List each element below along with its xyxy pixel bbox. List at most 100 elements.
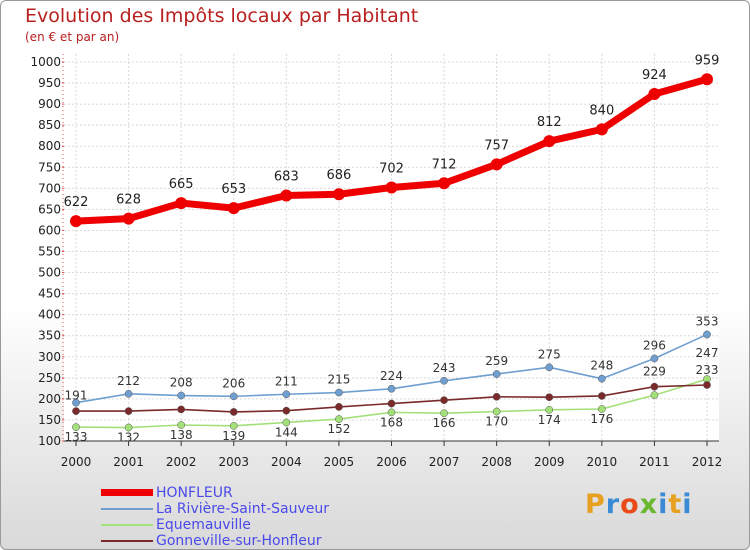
y-tick-label: 100 bbox=[38, 434, 61, 448]
chart-title: Evolution des Impôts locaux par Habitant bbox=[25, 5, 419, 27]
data-label: 924 bbox=[642, 68, 667, 83]
data-label: 206 bbox=[222, 376, 245, 390]
x-tick-label: 2007 bbox=[429, 455, 460, 469]
y-tick-label: 850 bbox=[38, 118, 61, 132]
y-tick-label: 350 bbox=[38, 329, 61, 343]
data-point bbox=[545, 393, 554, 402]
data-label: 208 bbox=[170, 376, 193, 390]
logo-letter: i bbox=[682, 489, 693, 520]
data-label: 215 bbox=[327, 373, 350, 387]
x-tick-label: 2012 bbox=[692, 455, 723, 469]
legend-label: La Rivière-Saint-Sauveur bbox=[156, 501, 329, 517]
data-point bbox=[387, 408, 396, 417]
data-point bbox=[387, 384, 396, 393]
data-point bbox=[387, 399, 396, 408]
data-label: 622 bbox=[64, 195, 89, 210]
data-label: 686 bbox=[327, 168, 352, 183]
x-tick-label: 2001 bbox=[113, 455, 144, 469]
y-tick-label: 950 bbox=[38, 76, 61, 90]
x-tick-label: 2011 bbox=[639, 455, 670, 469]
data-point bbox=[282, 406, 291, 415]
legend-swatch bbox=[101, 489, 153, 496]
proxiti-logo: Proxiti bbox=[585, 489, 693, 520]
data-point bbox=[72, 398, 80, 407]
data-label: 712 bbox=[432, 157, 457, 172]
logo-letter: o bbox=[620, 489, 640, 520]
logo-letter: P bbox=[585, 489, 606, 520]
data-point bbox=[177, 391, 186, 400]
data-label: 233 bbox=[696, 363, 719, 377]
data-label: 757 bbox=[484, 138, 509, 153]
x-tick-label: 2008 bbox=[481, 455, 512, 469]
data-point bbox=[650, 382, 659, 391]
data-point bbox=[335, 415, 343, 423]
data-point bbox=[440, 396, 448, 405]
x-tick-label: 2002 bbox=[166, 455, 197, 469]
logo-letter: i bbox=[658, 489, 669, 520]
data-point bbox=[385, 181, 398, 194]
x-tick-label: 2006 bbox=[376, 455, 407, 469]
logo-letter: x bbox=[639, 489, 659, 520]
data-point bbox=[124, 407, 133, 415]
data-point bbox=[282, 418, 291, 427]
y-tick-label: 500 bbox=[38, 266, 61, 280]
data-point bbox=[175, 197, 188, 210]
data-label: 224 bbox=[380, 369, 403, 383]
data-label: 353 bbox=[696, 314, 719, 328]
data-label: 653 bbox=[221, 182, 246, 197]
y-tick-label: 700 bbox=[38, 181, 61, 195]
data-point bbox=[703, 330, 711, 339]
data-point bbox=[227, 202, 240, 215]
legend-label: Gonneville-sur-Honfleur bbox=[156, 533, 322, 549]
data-point bbox=[332, 188, 345, 201]
data-label: 702 bbox=[379, 161, 404, 176]
data-label: 168 bbox=[380, 415, 403, 429]
data-point bbox=[650, 391, 659, 399]
logo-letter: t bbox=[668, 489, 683, 520]
y-tick-label: 200 bbox=[38, 392, 61, 406]
x-tick-label: 2003 bbox=[218, 455, 249, 469]
data-label: 166 bbox=[433, 416, 456, 430]
y-tick-label: 800 bbox=[38, 139, 61, 153]
data-label: 174 bbox=[538, 413, 561, 427]
data-label: 139 bbox=[222, 429, 245, 443]
data-point bbox=[545, 363, 554, 372]
y-tick-label: 250 bbox=[38, 371, 61, 385]
data-point bbox=[335, 403, 343, 411]
data-label: 133 bbox=[65, 430, 88, 444]
x-tick-label: 2005 bbox=[324, 455, 355, 469]
data-label: 247 bbox=[696, 346, 719, 360]
y-tick-label: 650 bbox=[38, 202, 61, 216]
data-point bbox=[438, 177, 451, 190]
data-point bbox=[545, 405, 554, 414]
legend-swatch bbox=[101, 540, 153, 542]
data-label: 296 bbox=[643, 338, 666, 352]
x-tick-label: 2000 bbox=[61, 455, 92, 469]
x-tick-label: 2009 bbox=[534, 455, 565, 469]
data-label: 191 bbox=[65, 389, 88, 403]
data-point bbox=[703, 381, 711, 389]
data-label: 229 bbox=[643, 365, 666, 379]
legend-swatch bbox=[101, 524, 153, 526]
data-label: 628 bbox=[116, 193, 141, 208]
data-label: 212 bbox=[117, 374, 140, 388]
data-point bbox=[492, 392, 501, 401]
data-point bbox=[72, 423, 80, 431]
data-point bbox=[597, 405, 606, 413]
data-point bbox=[595, 123, 608, 136]
data-point bbox=[440, 409, 448, 418]
y-tick-label: 750 bbox=[38, 160, 61, 174]
data-point bbox=[335, 388, 343, 397]
data-point bbox=[280, 189, 293, 202]
data-point bbox=[124, 423, 133, 432]
y-tick-label: 600 bbox=[38, 223, 61, 237]
legend-label: HONFLEUR bbox=[156, 485, 233, 501]
data-label: 138 bbox=[170, 428, 193, 442]
data-label: 959 bbox=[695, 53, 720, 68]
data-point bbox=[490, 158, 503, 171]
data-point bbox=[701, 73, 713, 86]
data-point bbox=[597, 374, 606, 383]
data-point bbox=[122, 212, 135, 225]
data-point bbox=[597, 392, 606, 400]
